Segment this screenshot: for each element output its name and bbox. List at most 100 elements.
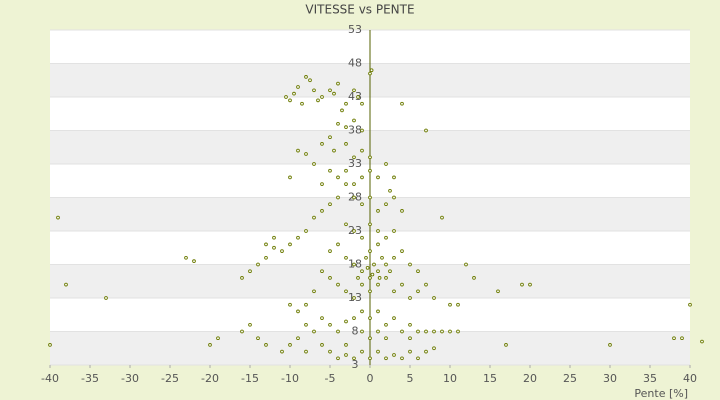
x-tick-label: -40 [41,372,59,385]
point [336,195,340,200]
point [296,336,300,341]
point [288,242,292,247]
point [328,168,332,173]
point [440,215,444,220]
point [352,88,356,93]
point [264,242,268,247]
point [472,276,476,280]
point [328,88,332,93]
point [356,95,360,99]
point [312,329,316,334]
point [464,262,468,267]
point [368,356,372,361]
point [368,276,372,280]
point [368,168,372,173]
point [248,269,252,274]
point [264,343,268,347]
point [328,202,332,207]
point [368,195,372,200]
x-tick-label: 20 [523,372,537,385]
point [424,349,428,354]
point [424,128,428,133]
x-tick-label: -30 [121,372,139,385]
point [388,188,392,193]
point [336,121,340,126]
point [416,289,420,294]
point [304,322,308,327]
point [376,269,380,274]
point [368,222,372,227]
point [456,302,460,307]
point [368,316,372,320]
point [448,302,452,307]
point [352,182,356,186]
point [392,316,396,320]
point [400,249,404,253]
x-tick-label: -20 [201,372,219,385]
point [432,346,436,351]
point [528,282,532,287]
point [424,282,428,287]
point [344,142,348,146]
point [400,329,404,334]
point [352,262,356,267]
point [368,336,372,341]
point [416,329,420,334]
point [320,142,324,146]
point [408,349,412,354]
point [352,155,356,160]
x-tick-label: 25 [563,372,577,385]
point [360,282,364,287]
y-tick-label: 8 [352,325,359,338]
point [360,148,364,153]
point [408,322,412,327]
point [352,296,356,300]
point [284,95,288,99]
point [336,282,340,287]
x-axis-label: Pente [%] [634,387,688,400]
x-tick-label: -5 [325,372,336,385]
x-tick-label: -10 [281,372,299,385]
point [365,266,370,270]
y-tick-label: 33 [348,157,362,170]
point [360,175,364,180]
point [344,168,348,173]
point [392,195,396,200]
point [400,356,404,361]
point [296,148,300,153]
point [368,249,372,253]
point [344,289,348,294]
point [680,336,684,341]
point [248,322,252,327]
point [384,276,388,280]
point [288,98,292,103]
point [312,88,316,93]
point [352,118,356,123]
point [280,249,284,253]
point [104,296,108,300]
point [384,235,388,240]
point [376,349,380,354]
point [392,229,396,233]
point [352,229,356,233]
point [408,296,412,300]
point [336,356,340,361]
point [336,329,340,334]
point [392,289,396,294]
point [360,309,364,314]
point [364,255,368,260]
point [392,353,396,357]
point [376,229,380,233]
point [304,229,308,233]
point [296,85,300,89]
point [424,329,428,334]
point [272,245,276,250]
point [320,316,324,320]
point [56,215,60,220]
point [352,316,356,320]
point [360,128,364,133]
x-tick-label: 15 [483,372,497,385]
point [504,343,508,347]
point [340,108,344,113]
